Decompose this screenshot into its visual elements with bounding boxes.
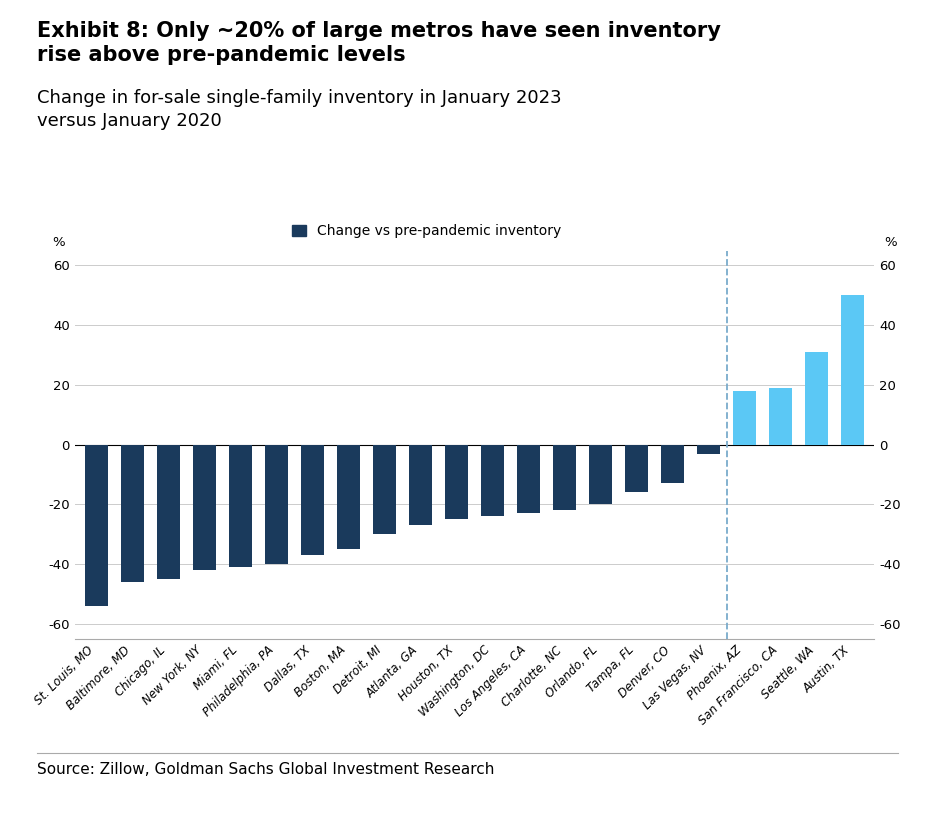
Bar: [121, 445, 144, 582]
Bar: [841, 296, 864, 445]
Bar: [409, 445, 432, 525]
Bar: [661, 445, 684, 483]
Bar: [553, 445, 576, 510]
Bar: [733, 391, 756, 445]
Bar: [265, 445, 288, 564]
Bar: [373, 445, 396, 534]
Bar: [517, 445, 540, 514]
Bar: [625, 445, 648, 493]
Bar: [229, 445, 252, 567]
Bar: [769, 388, 792, 445]
Bar: [301, 445, 324, 555]
Bar: [337, 445, 360, 549]
Text: %: %: [52, 235, 65, 249]
Bar: [445, 445, 468, 519]
Legend: Change vs pre-pandemic inventory: Change vs pre-pandemic inventory: [292, 225, 561, 239]
Bar: [481, 445, 504, 516]
Text: Change in for-sale single-family inventory in January 2023
versus January 2020: Change in for-sale single-family invento…: [37, 89, 562, 129]
Bar: [805, 352, 828, 445]
Bar: [193, 445, 216, 570]
Text: Source: Zillow, Goldman Sachs Global Investment Research: Source: Zillow, Goldman Sachs Global Inv…: [37, 762, 495, 777]
Bar: [589, 445, 612, 504]
Bar: [85, 445, 108, 606]
Text: Exhibit 8: Only ~20% of large metros have seen inventory
rise above pre-pandemic: Exhibit 8: Only ~20% of large metros hav…: [37, 21, 721, 65]
Text: %: %: [884, 235, 897, 249]
Bar: [697, 445, 720, 453]
Bar: [157, 445, 180, 579]
